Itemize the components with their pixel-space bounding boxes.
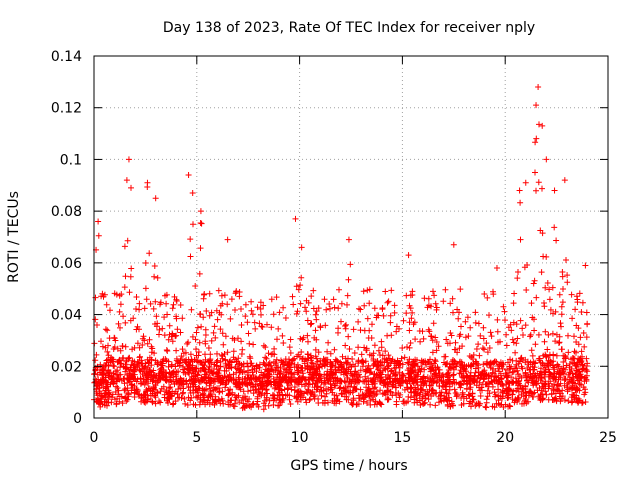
- roti-peak-point: [125, 156, 132, 163]
- y-tick-label: 0.1: [60, 152, 82, 168]
- roti-peak-point: [197, 208, 204, 215]
- x-tick-label: 5: [192, 430, 201, 446]
- roti-peak-point: [185, 171, 192, 178]
- roti-peak-point: [292, 215, 299, 222]
- x-tick-label: 25: [599, 430, 617, 446]
- roti-peak-point: [516, 187, 523, 194]
- y-tick-label: 0.06: [51, 256, 82, 272]
- chart-title: Day 138 of 2023, Rate Of TEC Index for r…: [163, 20, 535, 36]
- roti-peak-point: [128, 184, 135, 191]
- y-tick-label: 0.12: [51, 101, 82, 117]
- y-tick-label: 0: [73, 411, 82, 427]
- roti-peak-point: [224, 236, 231, 243]
- roti-point-cloud: [91, 121, 591, 413]
- roti-peak-point: [152, 195, 159, 202]
- y-tick-label: 0.08: [51, 204, 82, 220]
- x-tick-label: 10: [291, 430, 309, 446]
- y-tick-label: 0.02: [51, 359, 82, 375]
- roti-peak-point: [543, 156, 550, 163]
- roti-peak-point: [345, 236, 352, 243]
- roti-peak-point: [123, 177, 130, 184]
- roti-peak-point: [533, 102, 540, 109]
- x-axis-label: GPS time / hours: [290, 458, 407, 474]
- roti-peak-point: [561, 177, 568, 184]
- data-points: [91, 84, 591, 413]
- y-tick-label: 0.04: [51, 308, 82, 324]
- x-tick-label: 20: [496, 430, 514, 446]
- y-tick-label: 0.14: [51, 49, 82, 65]
- roti-peak-point: [298, 244, 305, 251]
- roti-peak-point: [189, 190, 196, 197]
- roti-peak-point: [405, 252, 412, 259]
- roti-peak-point: [522, 179, 529, 186]
- axis-ticks: 0 5 10 15 20 25 0 0.02 0.04 0.06 0.08 0.1 0.12 0.14: [51, 49, 617, 446]
- roti-peak-point: [535, 84, 542, 91]
- x-tick-label: 0: [90, 430, 99, 446]
- roti-peak-point: [493, 265, 500, 272]
- y-axis-label: ROTI / TECUs: [6, 191, 22, 283]
- roti-peak-point: [539, 122, 546, 129]
- x-tick-label: 15: [393, 430, 411, 446]
- roti-peak-point: [450, 241, 457, 248]
- roti-peak-point: [551, 187, 558, 194]
- roti-peak-point: [144, 179, 151, 186]
- plot-border: [93, 55, 609, 419]
- roti-peak-point: [95, 218, 102, 225]
- roti-peak-point: [582, 262, 589, 269]
